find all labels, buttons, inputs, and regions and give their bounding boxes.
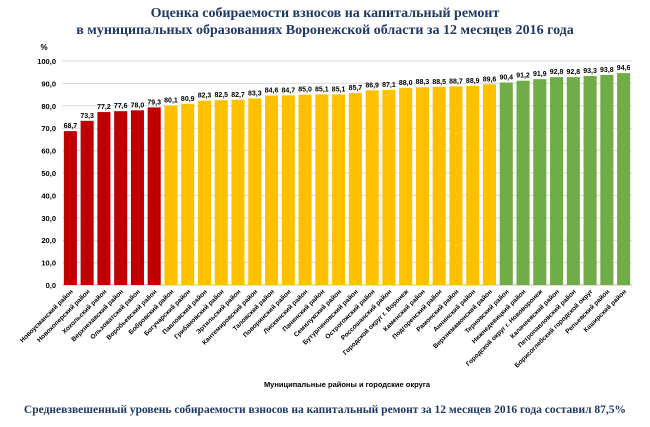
bar-value-label: 88,5 <box>432 79 446 86</box>
bar-value-label: 84,7 <box>282 87 296 94</box>
bar-value-label: 78,0 <box>131 102 145 109</box>
bar <box>382 89 396 286</box>
bar-value-label: 87,1 <box>382 82 396 89</box>
y-tick-label: 60,0 <box>41 147 56 156</box>
bar-value-label: 86,9 <box>365 82 379 89</box>
bar <box>348 93 362 285</box>
bar <box>365 90 379 286</box>
bar-value-label: 88,3 <box>416 79 430 86</box>
bar <box>482 84 497 286</box>
bar-value-label: 85,1 <box>315 86 329 93</box>
y-tick-label: 80,0 <box>41 102 56 111</box>
bar <box>415 87 429 285</box>
bar <box>583 76 597 286</box>
bar <box>533 79 547 285</box>
bar-value-label: 80,1 <box>164 98 178 105</box>
y-tick-label: 90,0 <box>41 79 56 88</box>
bar-value-label: 89,6 <box>483 76 497 83</box>
bar-value-label: 77,6 <box>114 103 128 110</box>
bar-value-label: 68,7 <box>64 123 78 130</box>
bar-value-label: 91,2 <box>516 73 530 80</box>
bar <box>516 80 530 285</box>
bar-value-label: 88,7 <box>449 78 463 85</box>
bar <box>298 94 312 285</box>
bar <box>432 86 446 285</box>
bar <box>332 94 346 285</box>
chart-footer-summary: Средневзвешенный уровень собираемости вз… <box>23 404 627 416</box>
bar-value-label: 92,8 <box>550 69 564 76</box>
y-tick-label: 100,0 <box>37 57 56 66</box>
bar-value-label: 73,3 <box>80 113 94 120</box>
chart-title-line2: в муниципальных образованиях Воронежской… <box>76 23 574 38</box>
bar-value-label: 93,8 <box>600 67 614 74</box>
bar <box>197 100 212 285</box>
bar <box>97 112 111 286</box>
bar-value-label: 91,9 <box>533 71 547 78</box>
bar <box>315 94 329 285</box>
bar-value-label: 94,6 <box>617 65 631 72</box>
bar-value-label: 83,3 <box>248 90 262 97</box>
bar <box>164 105 178 286</box>
bar-value-label: 88,9 <box>466 78 480 85</box>
bar-value-label: 85,1 <box>332 86 346 93</box>
bar-value-label: 85,0 <box>298 87 312 94</box>
y-tick-label: 0,0 <box>46 281 56 290</box>
y-tick-label: 50,0 <box>41 169 56 178</box>
bar <box>600 74 614 285</box>
bar-value-label: 92,8 <box>567 69 581 76</box>
bar <box>114 111 128 286</box>
bar <box>231 99 245 285</box>
bar-value-label: 90,4 <box>499 75 513 82</box>
bar-value-label: 82,3 <box>198 93 212 100</box>
bar <box>617 73 631 285</box>
bar <box>466 85 480 285</box>
bar <box>449 86 463 285</box>
y-tick-label: 40,0 <box>41 191 56 200</box>
bar <box>499 82 513 285</box>
chart-title-line1: Оценка собираемости взносов на капитальн… <box>150 6 500 21</box>
y-tick-label: 70,0 <box>41 124 56 133</box>
bar <box>214 100 228 285</box>
bar-value-label: 80,9 <box>181 96 195 103</box>
bar <box>265 95 279 285</box>
chart-title: Оценка собираемости взносов на капитальн… <box>0 5 650 39</box>
bar <box>281 95 295 285</box>
bar-value-label: 85,7 <box>349 85 363 92</box>
bar <box>80 120 94 285</box>
y-tick-label: 20,0 <box>41 236 56 245</box>
bar-value-label: 82,7 <box>231 92 245 99</box>
bar-value-label: 88,0 <box>399 80 413 87</box>
bar <box>248 98 262 286</box>
bar <box>566 77 580 286</box>
bar <box>63 131 77 285</box>
bar-value-label: 79,3 <box>147 99 161 106</box>
bar <box>181 103 195 285</box>
bar <box>550 77 564 286</box>
x-axis-label: Муниципальные районы и городские округа <box>264 380 431 389</box>
y-axis-label: % <box>40 43 47 52</box>
bar-value-label: 77,2 <box>97 104 111 111</box>
y-tick-label: 10,0 <box>41 259 56 268</box>
bar <box>130 110 144 285</box>
bar-value-label: 82,5 <box>214 92 228 99</box>
y-tick-label: 30,0 <box>41 214 56 223</box>
bar-value-label: 84,6 <box>265 87 279 94</box>
bar-value-label: 93,3 <box>583 68 597 75</box>
bar <box>147 107 161 285</box>
bar <box>399 87 413 285</box>
